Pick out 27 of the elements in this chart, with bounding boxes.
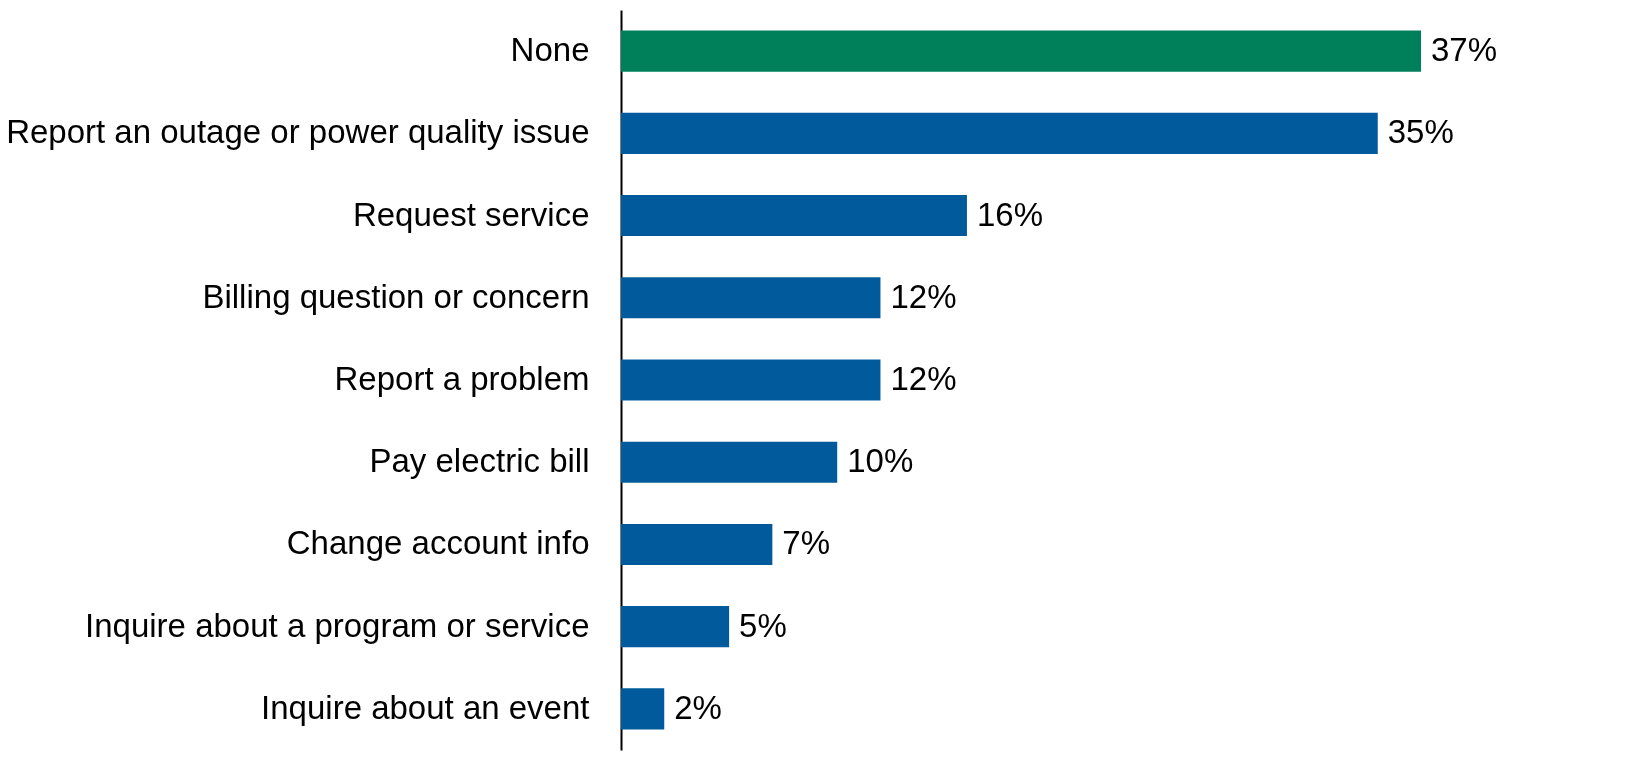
bar: [621, 30, 1421, 72]
data-label: 35%: [1387, 113, 1454, 151]
y-tick-label: Request service: [352, 195, 590, 233]
bar: [621, 441, 838, 483]
data-label: 5%: [739, 606, 787, 644]
data-label: 7%: [782, 524, 831, 562]
y-tick-label: None: [510, 31, 590, 69]
y-tick-label: Report a problem: [334, 360, 590, 397]
data-label: 10%: [847, 442, 914, 480]
bar: [621, 606, 730, 648]
y-tick-label: Inquire about a program or service: [85, 606, 590, 644]
y-tick-label: Pay electric bill: [369, 442, 590, 480]
bar: [621, 195, 967, 237]
bar: [621, 112, 1378, 154]
bar: [621, 359, 881, 401]
data-label: 12%: [890, 360, 957, 397]
y-tick-label: Report an outage or power quality issue: [6, 113, 590, 151]
data-label: 37%: [1431, 31, 1498, 69]
data-label: 16%: [976, 195, 1044, 233]
bar: [621, 688, 665, 730]
y-tick-label: Inquire about an event: [261, 688, 590, 726]
data-label: 2%: [674, 688, 722, 726]
bar: [621, 277, 881, 319]
data-label: 12%: [890, 277, 957, 315]
y-tick-label: Change account info: [286, 524, 590, 562]
y-tick-label: Billing question or concern: [202, 277, 590, 315]
bar: [621, 523, 773, 565]
